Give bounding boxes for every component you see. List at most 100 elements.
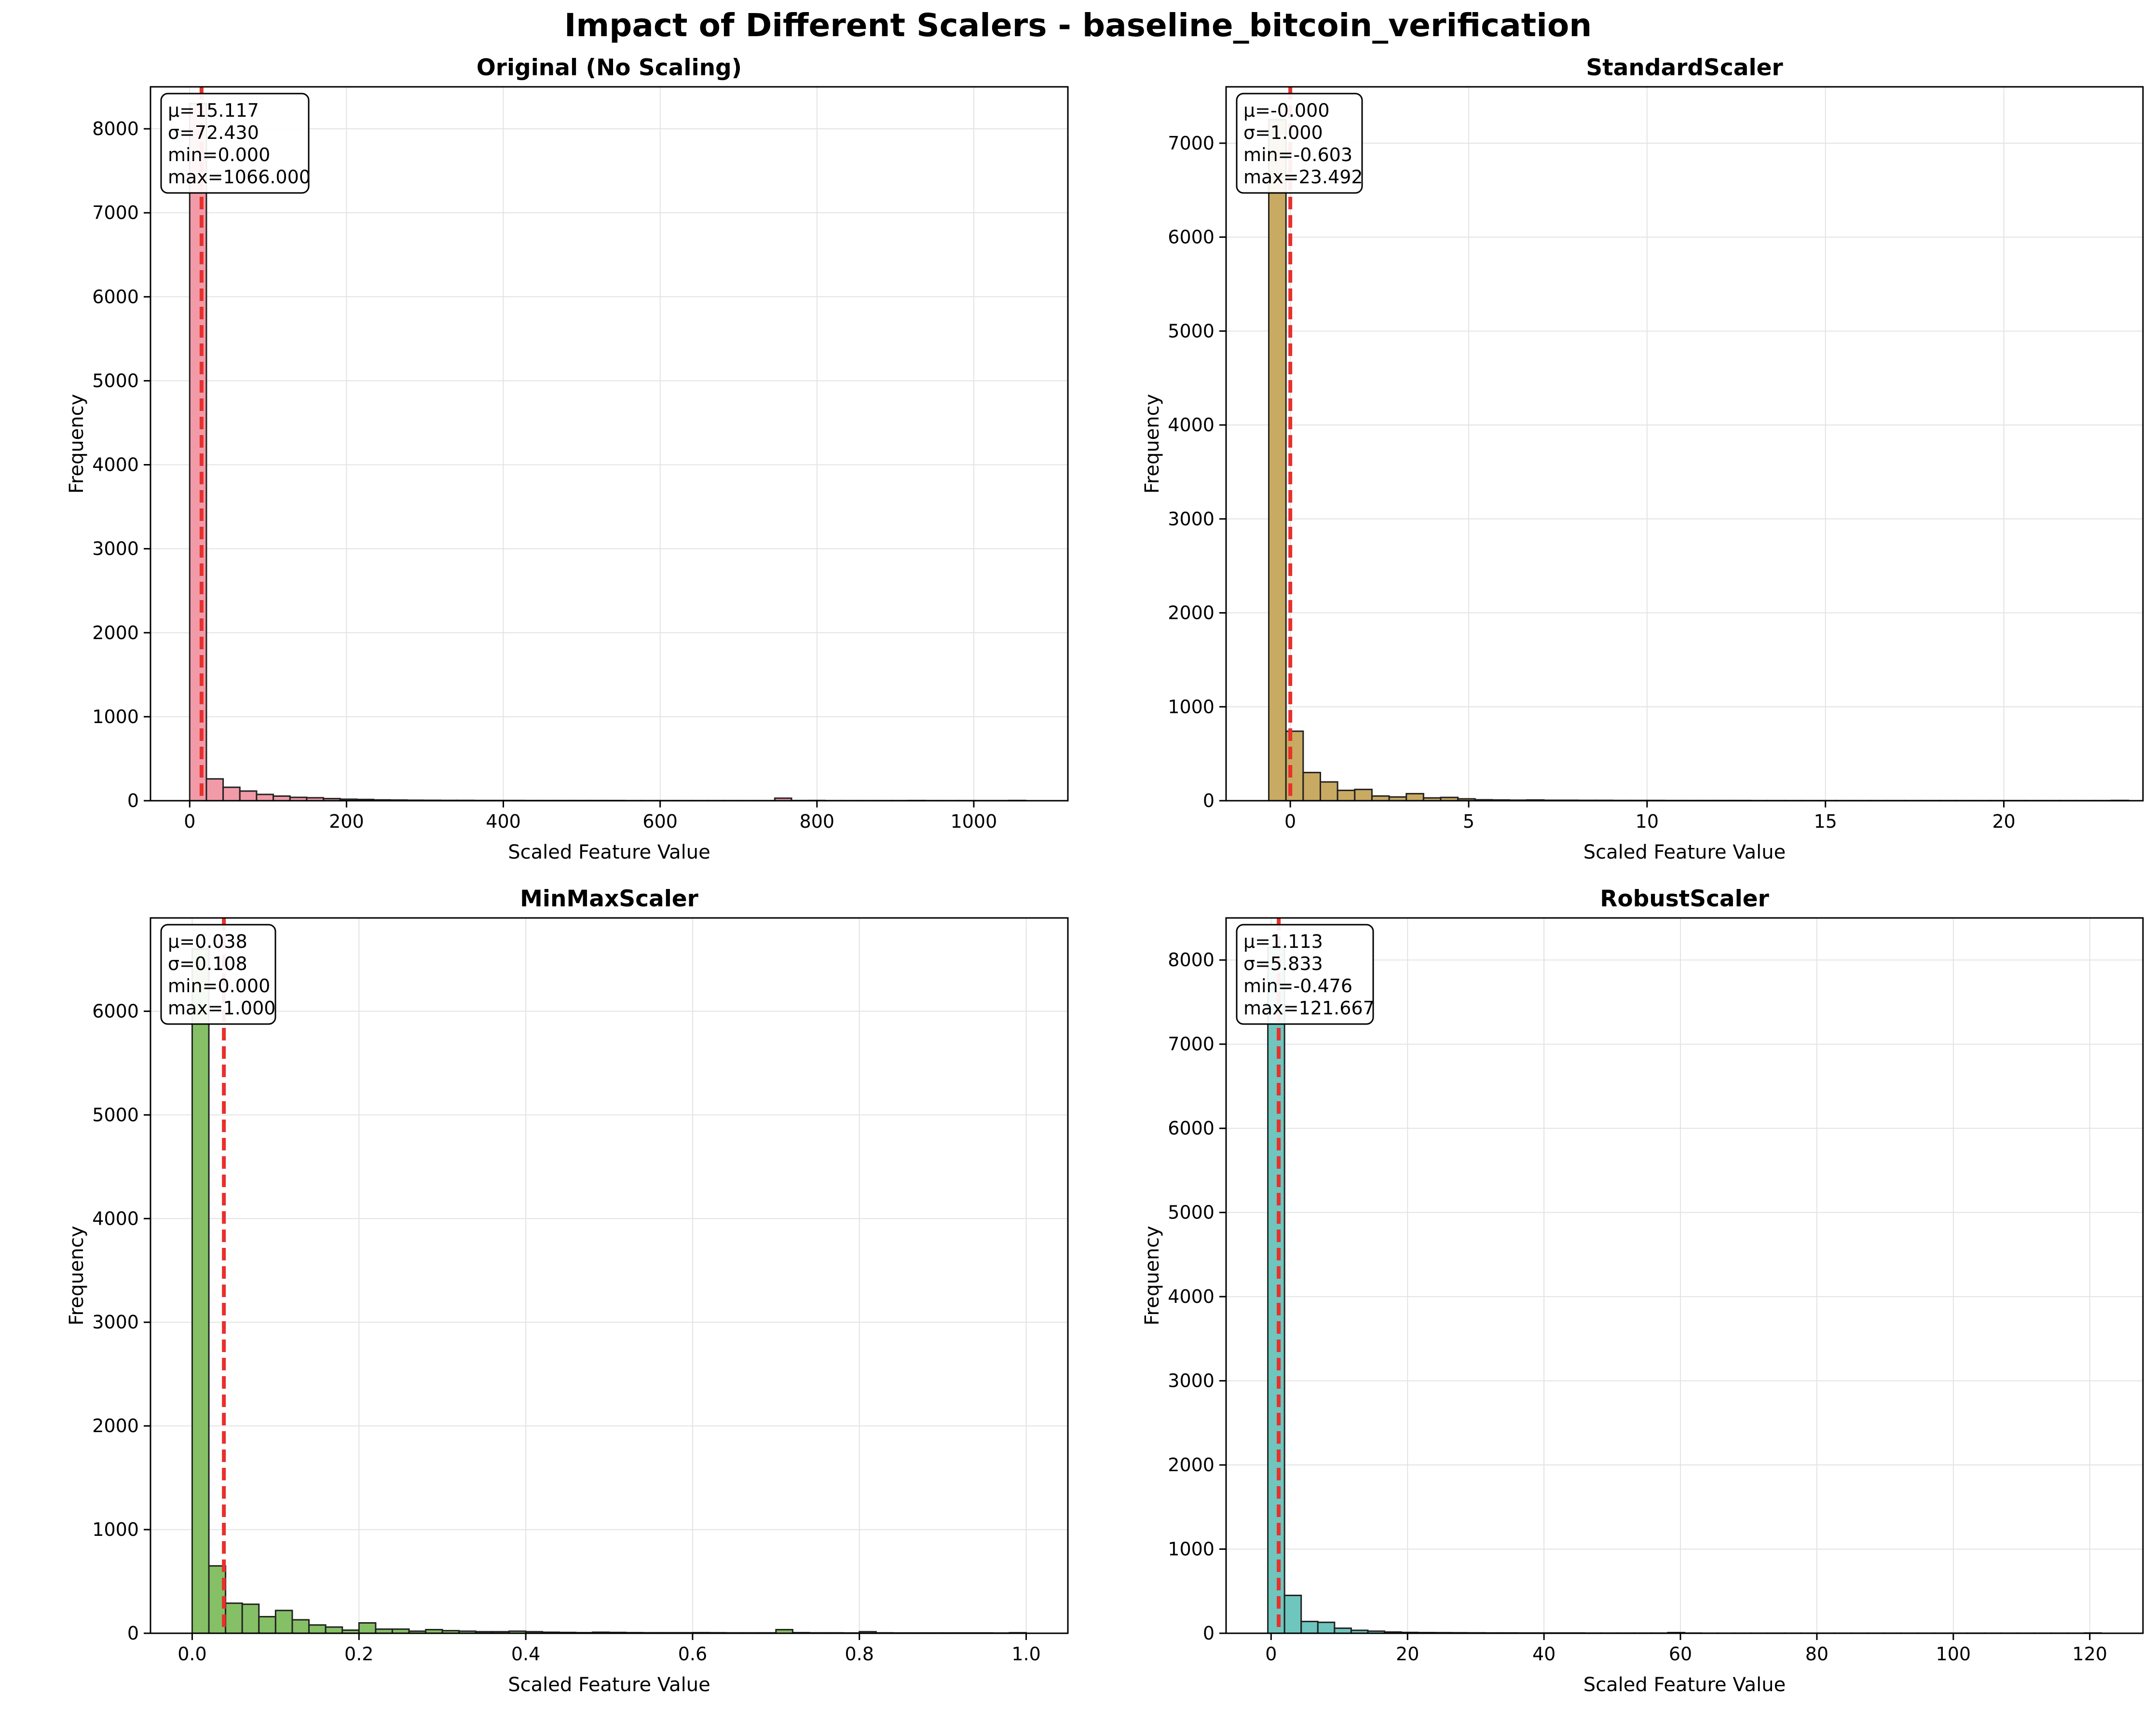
histogram-bar bbox=[1268, 119, 1287, 802]
stats-line: min=0.000 bbox=[168, 975, 270, 997]
stats-line: μ=0.038 bbox=[168, 931, 247, 952]
y-axis-label: Frequency bbox=[1141, 394, 1163, 494]
x-axis-label: Scaled Feature Value bbox=[508, 841, 710, 863]
panel-title: MinMaxScaler bbox=[520, 886, 699, 912]
histogram-bar bbox=[225, 1602, 243, 1634]
y-tick-label: 8000 bbox=[1168, 949, 1214, 971]
stats-line: σ=72.430 bbox=[168, 122, 259, 143]
stats-line: max=1.000 bbox=[168, 998, 275, 1019]
histogram-bar bbox=[189, 103, 207, 802]
x-tick-label: 0 bbox=[184, 811, 195, 832]
x-tick-label: 0 bbox=[1284, 811, 1296, 832]
x-tick-label: 5 bbox=[1463, 811, 1474, 832]
histogram-bar bbox=[1302, 772, 1321, 802]
y-tick-label: 3000 bbox=[1168, 508, 1214, 530]
y-axis-label: Frequency bbox=[66, 394, 88, 494]
x-tick-label: 10 bbox=[1636, 811, 1659, 832]
y-tick-label: 7000 bbox=[1168, 1034, 1214, 1055]
histogram-bar bbox=[308, 1624, 327, 1634]
x-tick-label: 20 bbox=[1992, 811, 2015, 832]
y-tick-label: 5000 bbox=[92, 370, 139, 391]
x-tick-label: 0.2 bbox=[344, 1643, 373, 1665]
y-tick-label: 2000 bbox=[92, 1415, 139, 1436]
x-tick-label: 400 bbox=[486, 811, 521, 832]
x-axis-label: Scaled Feature Value bbox=[1583, 841, 1786, 863]
stats-line: min=-0.476 bbox=[1243, 975, 1352, 997]
stats-box bbox=[1236, 93, 1363, 194]
histogram-bar bbox=[239, 790, 258, 802]
y-tick-label: 0 bbox=[1203, 1623, 1214, 1644]
panel-original: 0 200 400 600 800 1000 0 1000 2000 3000 4000 5000 60… bbox=[66, 55, 1069, 863]
x-tick-label: 200 bbox=[329, 811, 364, 832]
y-tick-label: 6000 bbox=[1168, 1118, 1214, 1139]
panel-minmax-scaler: 0.0 0.2 0.4 0.6 0.8 1.0 0 1000 2000 3000 4000 5000 6… bbox=[66, 886, 1069, 1696]
histogram-bar bbox=[258, 1616, 276, 1634]
histogram-bar bbox=[1354, 789, 1373, 802]
stats-line: min=0.000 bbox=[168, 144, 270, 165]
x-axis-label: Scaled Feature Value bbox=[1583, 1674, 1786, 1696]
y-tick-label: 6000 bbox=[92, 286, 139, 307]
panel-title: Original (No Scaling) bbox=[477, 55, 742, 81]
histogram-bar bbox=[1405, 793, 1424, 802]
histogram-bar bbox=[291, 1619, 310, 1634]
histogram-bar bbox=[358, 1622, 377, 1634]
axes-frame bbox=[1225, 917, 2144, 1634]
x-tick-label: 0.6 bbox=[678, 1643, 707, 1665]
y-tick-label: 6000 bbox=[92, 1000, 139, 1022]
x-tick-label: 600 bbox=[642, 811, 678, 832]
y-tick-label: 5000 bbox=[1168, 320, 1214, 342]
stats-box bbox=[160, 93, 310, 194]
x-tick-label: 0 bbox=[1265, 1643, 1277, 1665]
x-tick-label: 0.0 bbox=[177, 1643, 206, 1665]
y-tick-label: 0 bbox=[127, 790, 139, 811]
x-tick-label: 0.8 bbox=[845, 1643, 874, 1665]
stats-line: σ=0.108 bbox=[168, 953, 247, 974]
panel-robust-scaler: 0 20 40 60 80 100 120 0 1000 2000 3000 4000 5000 6000… bbox=[1141, 886, 2144, 1696]
y-tick-label: 1000 bbox=[1168, 1539, 1214, 1560]
histogram-bar bbox=[191, 948, 210, 1634]
y-tick-label: 1000 bbox=[92, 1519, 139, 1540]
histogram-bar bbox=[205, 778, 224, 802]
x-tick-label: 0.4 bbox=[511, 1643, 540, 1665]
axes-frame bbox=[1225, 86, 2144, 802]
x-tick-label: 100 bbox=[1936, 1643, 1971, 1665]
y-tick-label: 2000 bbox=[1168, 602, 1214, 624]
stats-line: max=121.667 bbox=[1243, 998, 1375, 1019]
y-tick-label: 0 bbox=[1203, 790, 1214, 811]
stats-line: μ=-0.000 bbox=[1243, 100, 1330, 121]
histogram-bar bbox=[325, 1626, 343, 1634]
axes-frame bbox=[150, 917, 1069, 1634]
y-tick-label: 8000 bbox=[92, 118, 139, 139]
panel-title: StandardScaler bbox=[1586, 55, 1783, 81]
y-tick-label: 3000 bbox=[92, 1312, 139, 1333]
histogram-bar bbox=[274, 1610, 293, 1634]
histogram-bar bbox=[1319, 781, 1338, 802]
y-tick-label: 1000 bbox=[1168, 696, 1214, 717]
x-tick-label: 120 bbox=[2072, 1643, 2107, 1665]
x-tick-label: 40 bbox=[1532, 1643, 1556, 1665]
stats-box bbox=[160, 924, 276, 1025]
x-tick-label: 1000 bbox=[951, 811, 997, 832]
y-tick-label: 0 bbox=[127, 1623, 139, 1644]
x-tick-label: 20 bbox=[1396, 1643, 1419, 1665]
stats-line: max=23.492 bbox=[1243, 166, 1363, 188]
histogram-bar bbox=[1337, 790, 1356, 802]
x-axis-label: Scaled Feature Value bbox=[508, 1674, 710, 1696]
x-tick-label: 80 bbox=[1805, 1643, 1829, 1665]
x-tick-label: 15 bbox=[1814, 811, 1837, 832]
stats-line: σ=1.000 bbox=[1243, 122, 1323, 143]
panel-title: RobustScaler bbox=[1600, 886, 1769, 912]
y-tick-label: 2000 bbox=[92, 622, 139, 643]
stats-line: μ=15.117 bbox=[168, 100, 259, 121]
y-tick-label: 5000 bbox=[1168, 1202, 1214, 1223]
histogram-bar bbox=[241, 1603, 260, 1634]
x-tick-label: 1.0 bbox=[1011, 1643, 1040, 1665]
y-tick-label: 3000 bbox=[92, 538, 139, 560]
y-tick-label: 2000 bbox=[1168, 1454, 1214, 1476]
y-tick-label: 4000 bbox=[92, 1208, 139, 1229]
x-tick-label: 800 bbox=[800, 811, 835, 832]
axes-frame bbox=[150, 86, 1069, 802]
stats-line: min=-0.603 bbox=[1243, 144, 1352, 165]
histogram-bar bbox=[1283, 1594, 1302, 1634]
